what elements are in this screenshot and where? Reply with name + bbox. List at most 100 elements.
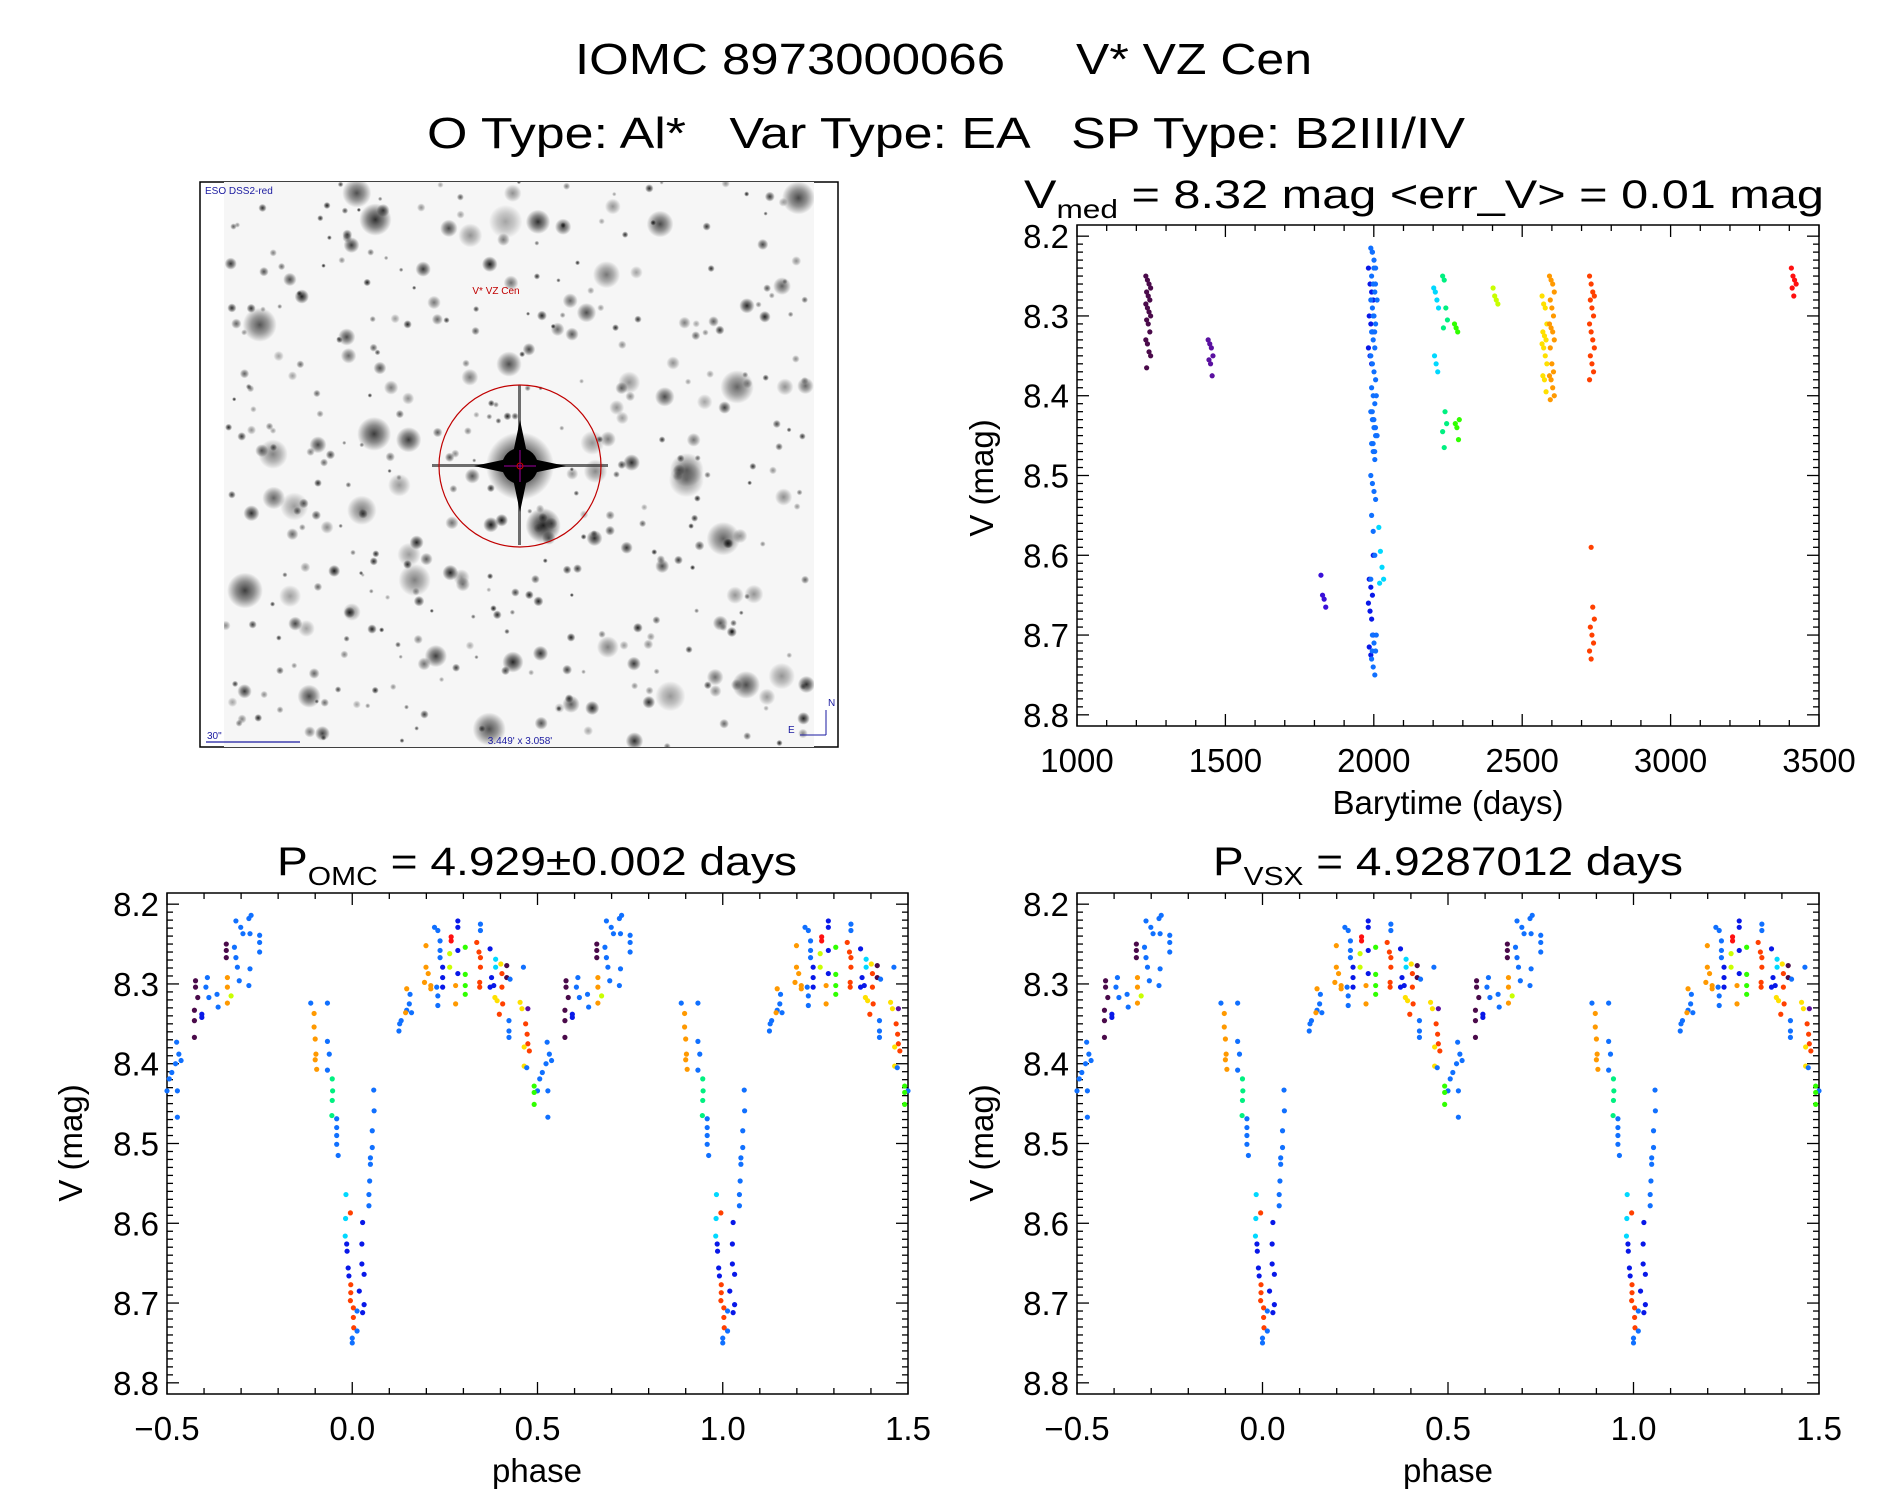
star <box>643 639 654 650</box>
data-point <box>204 974 210 981</box>
star <box>598 630 606 638</box>
star <box>757 238 769 251</box>
data-point <box>861 982 867 989</box>
star <box>473 306 480 313</box>
star <box>684 378 692 385</box>
data-point <box>455 947 461 954</box>
star <box>658 436 666 443</box>
data-point <box>1472 1007 1479 1013</box>
star <box>357 416 392 451</box>
star <box>569 593 574 598</box>
data-point <box>423 964 429 970</box>
data-point <box>1278 1155 1284 1161</box>
star <box>533 273 541 280</box>
data-point <box>1550 385 1556 391</box>
data-point <box>605 964 611 970</box>
data-point <box>525 1041 531 1047</box>
data-point <box>1505 984 1512 990</box>
data-point <box>1148 313 1154 319</box>
data-point <box>833 991 839 997</box>
data-point <box>1167 939 1173 946</box>
phase-vsx-ylabel: V (mag) <box>963 1084 1000 1201</box>
star <box>277 262 286 271</box>
data-point <box>312 1057 318 1063</box>
star <box>642 695 656 709</box>
data-point <box>1074 1088 1080 1094</box>
star <box>379 627 385 633</box>
data-point <box>437 955 443 961</box>
data-point <box>359 1261 365 1267</box>
data-point <box>823 1001 829 1007</box>
data-point <box>902 1089 908 1096</box>
data-point <box>228 993 234 999</box>
data-point <box>1813 1083 1819 1089</box>
data-point <box>1143 337 1149 343</box>
data-point <box>334 1141 340 1147</box>
data-point <box>546 1051 552 1057</box>
data-point <box>1538 949 1544 955</box>
data-point <box>1409 970 1415 977</box>
star <box>398 563 431 597</box>
data-point <box>1444 317 1451 323</box>
star <box>715 325 725 335</box>
star <box>317 215 324 222</box>
star <box>774 488 793 506</box>
data-point <box>1373 944 1379 950</box>
data-point <box>1541 345 1547 351</box>
data-point <box>437 947 443 954</box>
data-point <box>1484 984 1490 990</box>
data-point <box>718 1210 724 1216</box>
data-point <box>1623 1233 1630 1239</box>
star <box>260 306 266 313</box>
data-point <box>1141 944 1148 950</box>
data-point <box>494 998 500 1004</box>
data-point <box>1713 924 1719 930</box>
x-tick-label: 1.0 <box>1611 1410 1657 1447</box>
data-point <box>195 994 201 1001</box>
star <box>798 728 808 739</box>
data-point <box>584 991 591 997</box>
data-point <box>233 955 239 961</box>
data-point <box>1388 921 1394 927</box>
data-point <box>1455 1088 1461 1094</box>
data-point <box>1365 600 1372 606</box>
data-point <box>1442 1083 1448 1089</box>
star <box>542 531 556 545</box>
star <box>707 264 715 273</box>
data-point <box>1551 337 1557 343</box>
data-point <box>1368 353 1374 359</box>
data-point <box>792 979 798 985</box>
data-point <box>848 921 854 927</box>
star <box>534 716 548 730</box>
data-point <box>1144 341 1151 347</box>
data-point <box>603 918 610 924</box>
data-point <box>1370 337 1376 343</box>
star <box>796 489 803 496</box>
data-point <box>174 1114 180 1120</box>
star <box>524 590 534 600</box>
data-point <box>1688 991 1694 997</box>
star <box>432 427 443 438</box>
data-point <box>537 1076 543 1082</box>
data-point <box>833 971 839 977</box>
data-point <box>1504 955 1510 961</box>
data-point <box>371 1087 377 1093</box>
data-point <box>407 991 413 997</box>
data-point <box>1144 305 1151 311</box>
data-point <box>1546 373 1553 379</box>
star <box>775 442 783 451</box>
data-point <box>718 1298 724 1304</box>
data-point <box>1744 971 1750 977</box>
y-tick-label: 8.4 <box>113 1046 159 1083</box>
star <box>619 640 629 650</box>
data-point <box>1528 931 1534 937</box>
data-point <box>1785 962 1791 969</box>
data-point <box>499 970 505 977</box>
data-point <box>1586 273 1593 279</box>
star <box>496 351 522 377</box>
timeseries-plot: 1000 1500 2000 2500 3000 3500 8.2 8.3 8.4 8.5 8.6 8… <box>1023 218 1856 779</box>
star <box>338 523 343 529</box>
data-point <box>1431 964 1437 970</box>
star <box>320 520 334 534</box>
data-point <box>1224 1066 1230 1072</box>
